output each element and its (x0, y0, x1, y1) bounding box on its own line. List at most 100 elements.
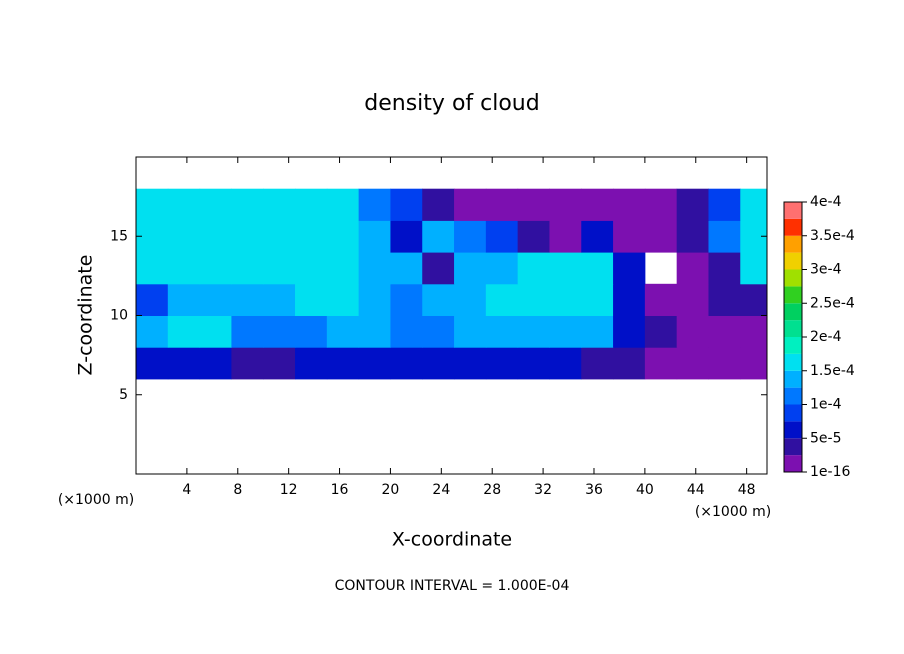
cell (231, 220, 264, 253)
cell (708, 347, 741, 380)
cell (390, 315, 423, 348)
cell (644, 188, 678, 221)
cell (199, 188, 232, 221)
cell (708, 220, 741, 253)
cell (644, 283, 678, 316)
cell (390, 347, 423, 380)
cell (295, 283, 328, 316)
y-unit: (×1000 m) (58, 492, 134, 508)
colorbar-band (784, 218, 802, 236)
chart-title: density of cloud (364, 91, 539, 116)
cell (454, 347, 487, 380)
cell (454, 220, 487, 253)
cell (676, 283, 709, 316)
cell (390, 283, 423, 316)
colorbar-band (784, 202, 802, 219)
cell (326, 347, 360, 380)
cell (199, 220, 232, 253)
cell (390, 188, 423, 221)
cell (231, 252, 264, 285)
cell (422, 188, 455, 221)
cell (295, 188, 328, 221)
cell (358, 252, 391, 285)
cell (199, 252, 232, 285)
cell (676, 315, 709, 348)
cell (167, 220, 201, 253)
colorbar-band (784, 320, 802, 337)
cell (231, 283, 264, 316)
colorbar-band (784, 438, 802, 456)
cell (740, 188, 767, 221)
cell (358, 347, 391, 380)
cell (263, 220, 296, 253)
cell (263, 252, 296, 285)
cell (676, 188, 709, 221)
cell (326, 283, 360, 316)
cell (581, 188, 614, 221)
cell (740, 347, 767, 380)
cell (295, 347, 328, 380)
colorbar-label: 1.5e-4 (810, 363, 855, 379)
y-tick-label: 15 (110, 228, 128, 244)
colorbar-band (784, 370, 802, 388)
cell (708, 188, 741, 221)
cell (295, 220, 328, 253)
cell (517, 283, 550, 316)
cell (199, 283, 232, 316)
cell (136, 347, 169, 380)
cell (485, 347, 519, 380)
x-tick-label: 28 (483, 482, 501, 498)
cell (231, 188, 264, 221)
cell (644, 315, 678, 348)
cell (549, 252, 582, 285)
cell (581, 347, 614, 380)
cell (422, 252, 455, 285)
cell (295, 315, 328, 348)
cell (263, 315, 296, 348)
cell (740, 283, 767, 316)
x-tick-label: 4 (182, 482, 191, 498)
colorbar-label: 2e-4 (810, 329, 842, 345)
cell (517, 220, 550, 253)
cell (454, 188, 487, 221)
cell (644, 220, 678, 253)
cell (454, 315, 487, 348)
field (136, 188, 767, 380)
cell (326, 252, 360, 285)
x-tick-label: 40 (636, 482, 654, 498)
y-tick-label: 10 (110, 308, 128, 324)
cell (167, 347, 201, 380)
colorbar-band (784, 303, 802, 321)
cell (358, 220, 391, 253)
colorbar-band (784, 455, 802, 472)
x-tick-label: 20 (382, 482, 400, 498)
cell (708, 315, 741, 348)
colorbar-band (784, 421, 802, 439)
cell (708, 252, 741, 285)
cell (676, 220, 709, 253)
cell (613, 347, 646, 380)
cell (167, 252, 201, 285)
colorbar-band (784, 353, 802, 371)
x-tick-label: 12 (280, 482, 298, 498)
cell (549, 188, 582, 221)
cell (326, 315, 360, 348)
cell (231, 315, 264, 348)
cell (295, 252, 328, 285)
cell (199, 315, 232, 348)
cell (740, 315, 767, 348)
cell (740, 220, 767, 253)
cell (613, 315, 646, 348)
colorbar-band (784, 235, 802, 253)
cell (644, 347, 678, 380)
cell (549, 220, 582, 253)
x-unit: (×1000 m) (695, 504, 771, 520)
cell (263, 188, 296, 221)
colorbar-band (784, 337, 802, 354)
cell (485, 283, 519, 316)
cell (167, 188, 201, 221)
colorbar-label: 3e-4 (810, 262, 842, 278)
cell (613, 283, 646, 316)
cell (549, 315, 582, 348)
colorbar-band (784, 286, 802, 304)
